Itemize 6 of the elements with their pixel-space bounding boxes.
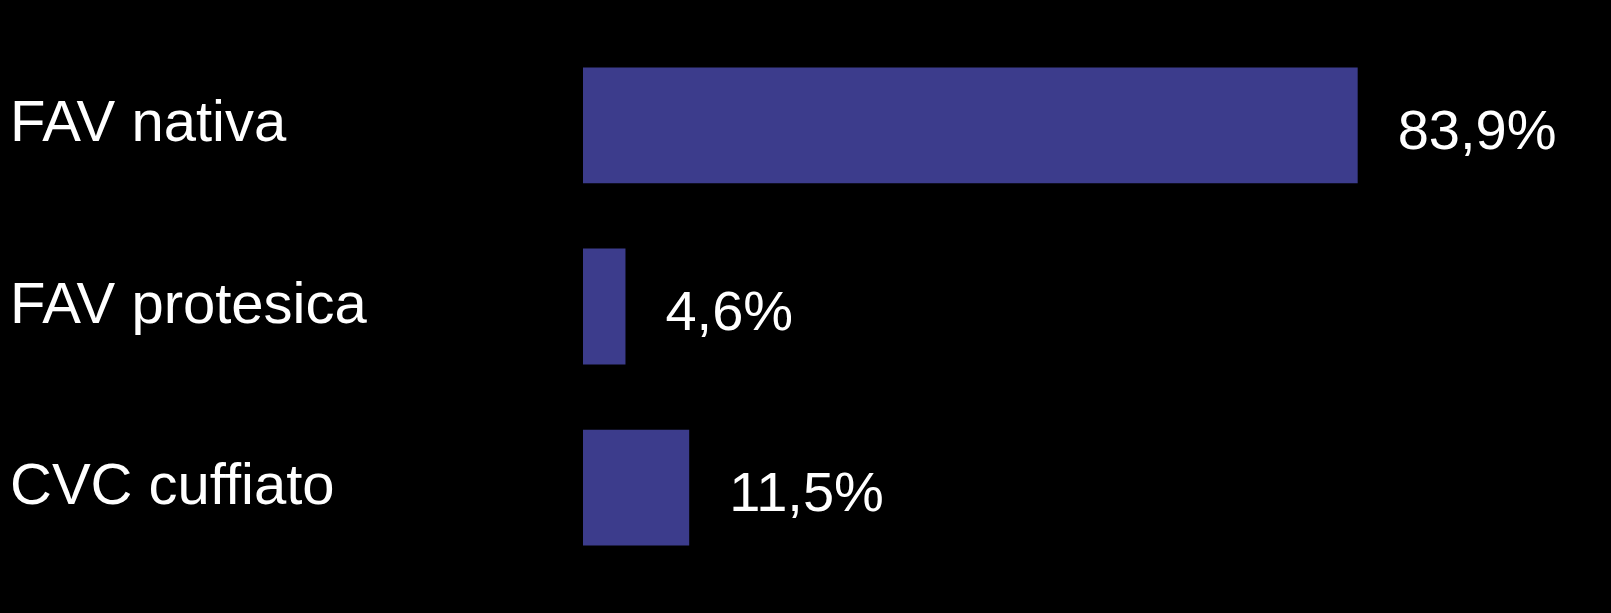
y-tick-label: FAV protesica [10, 269, 368, 335]
y-tick-label: FAV nativa [10, 88, 287, 154]
y-tick-label: CVC cuffiato [10, 450, 335, 516]
data-label: 83,9% [1397, 97, 1557, 161]
data-label: 4,6% [665, 278, 794, 342]
data-label: 11,5% [729, 460, 884, 524]
